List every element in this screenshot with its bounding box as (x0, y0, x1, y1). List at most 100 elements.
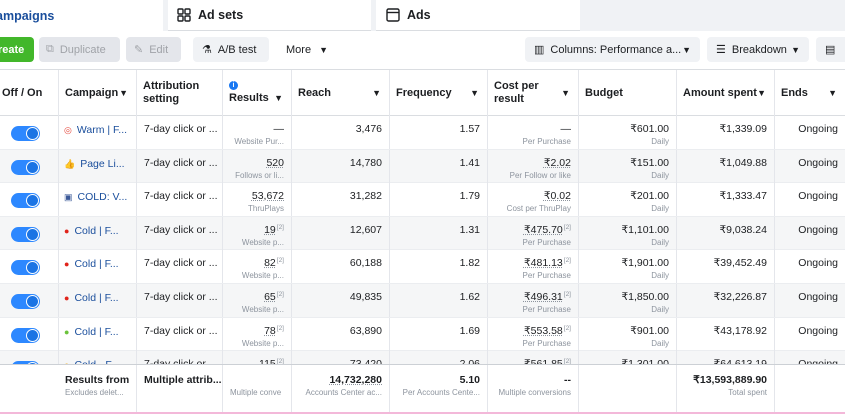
table-row[interactable]: ● Cold | F... 7-day click or ... 82[2] Websi… (0, 250, 845, 284)
campaign-toggle[interactable] (11, 327, 40, 343)
frequency-text: 1.82 (459, 257, 480, 270)
totals-sub: Total spent (728, 388, 767, 397)
duplicate-label: Duplicate (59, 43, 106, 56)
toggle-knob (26, 194, 39, 208)
campaign-name-link[interactable]: ● Cold | F... (64, 292, 119, 304)
results-value: 19[2] (264, 224, 284, 236)
ab-test-button[interactable]: ⚗ A/B test (193, 37, 269, 62)
campaign-name-link[interactable]: ● Cold | F... (64, 258, 119, 270)
campaign-toggle[interactable] (11, 126, 40, 141)
campaign-toggle[interactable] (11, 159, 40, 175)
frequency-cell: 1.31 (389, 216, 487, 250)
columns-label: Columns: Performance a... (550, 43, 682, 56)
cost-text: ₹496.31 (523, 291, 563, 303)
totals-ends (774, 365, 845, 413)
totals-sub: Multiple conve (230, 388, 282, 397)
tab-ads[interactable]: Ads (376, 0, 580, 31)
results-subtext: Website Pur... (234, 137, 284, 146)
cost-value: ₹475.70[2] (524, 224, 571, 236)
ends-text: Ongoing (798, 223, 838, 236)
column-header-campaign[interactable]: Campaign ▼ (58, 70, 136, 116)
campaign-toggle[interactable] (11, 193, 40, 209)
ends-value: Ongoing (798, 123, 838, 135)
campaign-name: Cold | F... (74, 292, 119, 304)
campaign-name: Warm | F... (76, 124, 128, 136)
breakdown-dropdown[interactable]: ☰ Breakdown ▼ (707, 37, 809, 62)
table-row[interactable]: 👍 Page Li... 7-day click or ... 520 Follows … (0, 149, 845, 184)
spent-value: ₹32,226.87 (714, 291, 767, 303)
column-header-budget[interactable]: Budget (578, 70, 676, 116)
attribution-text: 7-day click or ... (144, 190, 218, 203)
column-header-off-on[interactable]: Off / On (0, 70, 54, 116)
results-subtext: Website p... (241, 338, 284, 348)
results-subtext: ThruPlays (247, 204, 284, 214)
column-header-frequency[interactable]: Frequency ▼ (389, 70, 487, 116)
campaign-toggle[interactable] (11, 294, 40, 309)
totals-sub: Per Accounts Cente... (402, 388, 480, 397)
campaign-cell (58, 116, 136, 149)
results-cell: 19[2] Website p... (222, 216, 291, 250)
results-value: 82[2] (264, 257, 284, 269)
budget-subtext: Daily (651, 170, 669, 180)
table-row[interactable]: ◎ Warm | F... 7-day click or ... — Website P… (0, 116, 845, 150)
budget-subtext: Daily (651, 305, 669, 314)
table-row[interactable]: ● Cold | F... 7-day click or ... 65[2] Websi… (0, 284, 845, 318)
frequency-text: 1.79 (459, 190, 480, 203)
ends-value: Ongoing (798, 325, 838, 337)
tab-campaigns[interactable]: ampaigns (0, 0, 163, 31)
campaign-cell (58, 216, 136, 250)
table-row[interactable]: ● Cold | F... 7-day click or ... 78[2] Websi… (0, 317, 845, 352)
tab-ad-sets[interactable]: Ad sets (168, 0, 371, 31)
columns-dropdown[interactable]: ▥ Columns: Performance a... ▼ (525, 37, 700, 62)
cost-text: ₹481.13 (523, 257, 563, 270)
table-row[interactable]: ● Cold | F... 7-day click or ... 19[2] Websi… (0, 216, 845, 251)
edit-button[interactable]: ✎ Edit (126, 37, 181, 62)
column-header-reach[interactable]: Reach ▼ (291, 70, 389, 116)
column-header-amount-spent[interactable]: Amount spent ▼ (676, 70, 774, 116)
cost-subtext: Per Purchase (522, 137, 571, 146)
totals-frequency: 5.10 Per Accounts Cente... (389, 365, 487, 413)
campaign-cell (58, 284, 136, 317)
duplicate-button[interactable]: ⧉ Duplicate (39, 37, 120, 62)
column-header-results[interactable]: i Results ▼ (222, 70, 291, 116)
results-value: 65[2] (264, 291, 284, 303)
totals-sub: Excludes delet... (65, 388, 124, 397)
campaign-name-link[interactable]: ● Cold | F... (64, 326, 119, 338)
info-icon: i (229, 81, 238, 90)
more-button[interactable]: More ▼ (278, 37, 333, 62)
create-label: reate (0, 43, 25, 56)
campaign-name: Cold | F... (74, 224, 119, 237)
campaign-name-link[interactable]: 👍 Page Li... (64, 158, 125, 170)
table-totals-row: Results from Excludes delet... Multiple … (0, 364, 845, 414)
column-label: Campaign (65, 86, 119, 99)
column-label: Budget (585, 86, 623, 99)
sort-caret-icon: ▼ (561, 87, 570, 98)
reports-button[interactable]: ▤ (816, 37, 845, 62)
campaign-name-link[interactable]: ◎ Warm | F... (64, 124, 127, 136)
budget-subtext: Daily (651, 338, 669, 348)
cost-cell: ₹496.31[2] Per Purchase (487, 284, 578, 317)
ends-cell: Ongoing (774, 149, 845, 183)
budget-value: ₹151.00 (630, 157, 669, 169)
column-header-ends[interactable]: Ends ▼ (774, 70, 845, 116)
campaign-toggle[interactable] (11, 226, 40, 242)
totals-budget (578, 365, 676, 413)
cost-text: ₹0.02 (543, 190, 571, 203)
campaign-name-link[interactable]: ▣ COLD: V... (64, 191, 127, 203)
column-header-cost-per-result[interactable]: Cost per result ▼ (487, 70, 578, 116)
table-row[interactable]: ▣ COLD: V... 7-day click or ... 53,672 ThruP… (0, 183, 845, 217)
campaign-name-link[interactable]: ● Cold | F... (64, 225, 119, 237)
cost-text: ₹553.58 (523, 324, 563, 337)
footnote-marker: [2] (276, 291, 284, 298)
spent-value: ₹39,452.49 (714, 257, 767, 269)
columns-icon: ▥ (534, 44, 545, 56)
flask-icon: ⚗ (202, 44, 212, 56)
attribution-cell: 7-day click or ... (136, 116, 222, 149)
attribution-cell: 7-day click or ... (136, 216, 222, 250)
campaign-toggle[interactable] (11, 260, 40, 276)
attribution-text: 7-day click or ... (144, 156, 218, 169)
frequency-cell: 1.57 (389, 116, 487, 149)
create-button[interactable]: reate (0, 37, 34, 62)
chevron-down-icon: ▼ (682, 44, 691, 55)
column-header-attribution[interactable]: Attribution setting (136, 70, 222, 116)
